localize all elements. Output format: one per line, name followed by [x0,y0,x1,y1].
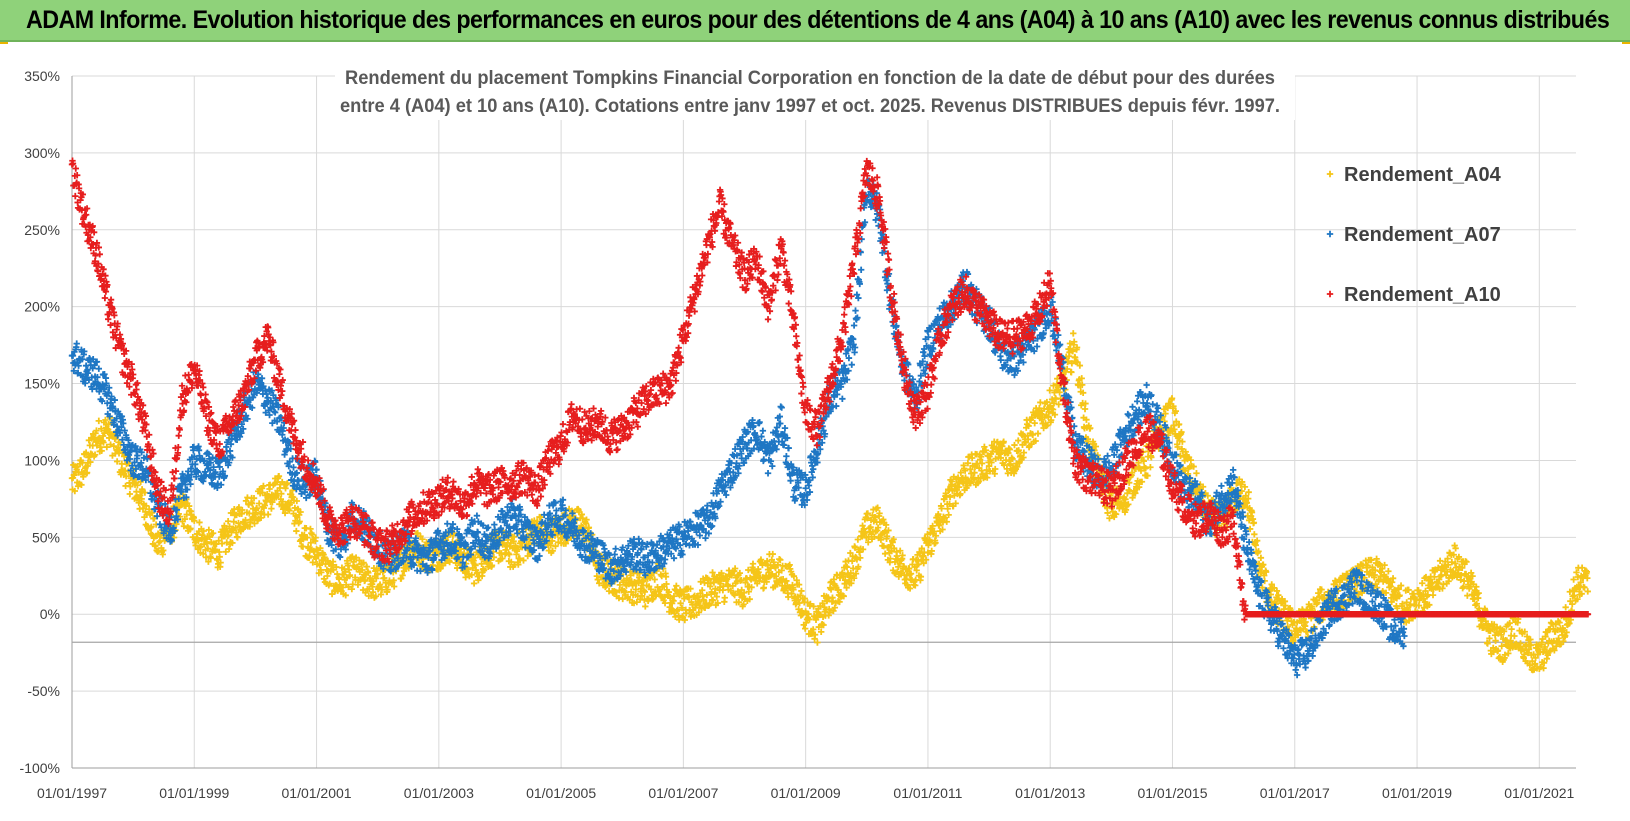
y-tick-label: 300% [24,145,60,161]
chart-area: 350% 300% 250% 200% 150% 100% 50% 0% -50% -100% 01… [0,44,1630,816]
x-tick-label: 01/01/2001 [282,785,352,801]
x-tick-label: 01/01/1997 [37,785,107,801]
x-tick-label: 01/01/2009 [771,785,841,801]
plot-background [0,44,1630,816]
x-tick-label: 01/01/2015 [1137,785,1207,801]
x-tick-label: 01/01/2021 [1504,785,1574,801]
y-tick-label: -50% [27,683,60,699]
x-tick-label: 01/01/2013 [1015,785,1085,801]
y-tick-label: 200% [24,299,60,315]
y-tick-label: 250% [24,222,60,238]
x-tick-label: 01/01/2011 [893,785,962,801]
x-tick-label: 01/01/2005 [526,785,596,801]
report-banner: ADAM Informe. Evolution historique des p… [0,0,1630,42]
y-tick-label: 100% [24,452,60,468]
y-tick-label: 350% [24,68,60,84]
x-tick-label: 01/01/2017 [1260,785,1330,801]
y-tick-label: 150% [24,376,60,392]
y-tick-label: 50% [32,529,60,545]
report-title: ADAM Informe. Evolution historique des p… [26,6,1609,35]
x-tick-label: 01/01/2019 [1382,785,1452,801]
x-tick-label: 01/01/2003 [404,785,474,801]
x-tick-label: 01/01/1999 [159,785,229,801]
x-tick-label: 01/01/2007 [648,785,718,801]
y-tick-label: 0% [40,606,60,622]
y-tick-label: -100% [20,760,60,776]
scatter-chart: 350% 300% 250% 200% 150% 100% 50% 0% -50% -100% 01… [0,44,1630,816]
